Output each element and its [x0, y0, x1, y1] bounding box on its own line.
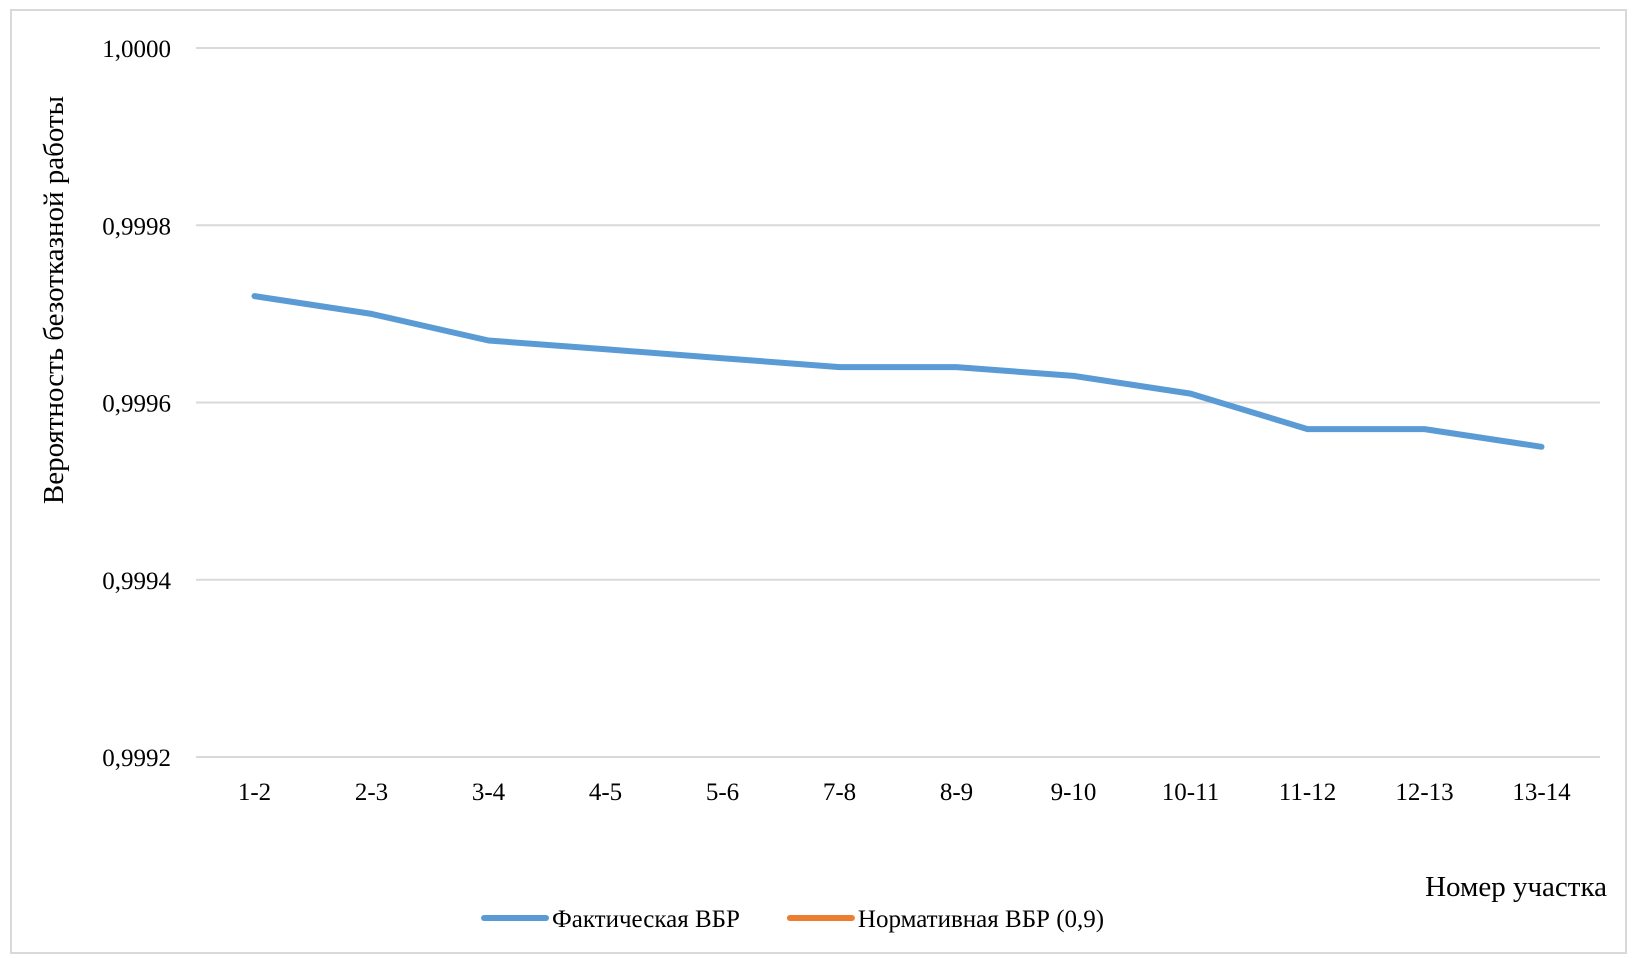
x-tick-label: 11-12 [1279, 779, 1336, 806]
y-tick-label: 0,9992 [102, 745, 171, 772]
y-tick-label: 1,0000 [102, 36, 171, 63]
x-tick-label: 10-11 [1162, 779, 1219, 806]
x-tick-label: 8-9 [940, 779, 973, 806]
y-tick-label: 0,9998 [102, 213, 171, 240]
legend: Фактическая ВБР Нормативная ВБР (0,9) [481, 906, 1104, 933]
x-tick-label: 12-13 [1395, 779, 1453, 806]
x-tick-label: 2-3 [355, 779, 388, 806]
x-tick-label: 13-14 [1512, 779, 1571, 806]
legend-label: Фактическая ВБР [552, 906, 740, 933]
legend-label: Нормативная ВБР (0,9) [858, 906, 1104, 933]
x-tick-label: 4-5 [589, 779, 622, 806]
y-tick-label: 0,9994 [102, 568, 171, 595]
x-tick-label: 9-10 [1051, 779, 1097, 806]
chart-frame [10, 9, 1627, 954]
gridlines [196, 47, 1600, 758]
y-axis-ticks: 0,9992 0,9994 0,9996 0,9998 1,0000 [102, 36, 171, 772]
x-axis-title: Номер участка [1425, 871, 1607, 903]
y-tick-label: 0,9996 [102, 391, 171, 418]
x-tick-label: 7-8 [823, 779, 856, 806]
x-tick-label: 3-4 [472, 779, 506, 806]
x-axis-ticks: 1-2 2-3 3-4 4-5 5-6 7-8 8-9 9-10 10-11 11-12 12-13… [238, 779, 1571, 806]
x-tick-label: 5-6 [706, 779, 739, 806]
series-line [251, 293, 1545, 450]
y-axis-title: Вероятность безотказной работы [38, 96, 70, 504]
series-lines [251, 293, 1545, 450]
x-tick-label: 1-2 [238, 779, 271, 806]
